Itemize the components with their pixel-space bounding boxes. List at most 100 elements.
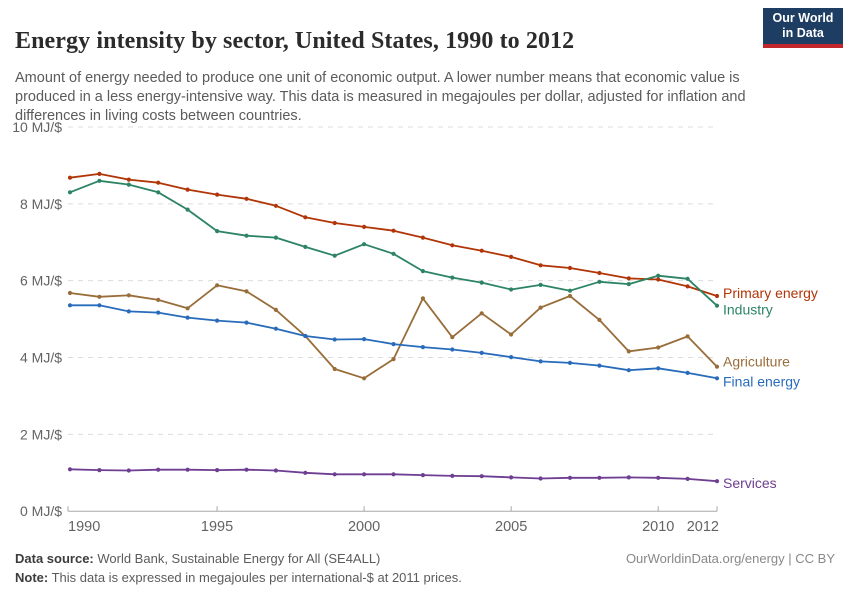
series-point-primary-energy-2007 [567,265,573,271]
series-point-primary-energy-1999 [332,220,337,226]
series-point-services-2010 [656,475,661,480]
series-point-primary-energy-2000 [362,224,367,229]
series-point-primary-energy-2011 [685,284,690,289]
series-point-agriculture-1997 [273,307,278,312]
series-point-services-2000 [362,472,367,477]
series-point-agriculture-2003 [450,335,455,340]
series-point-services-2009 [626,475,631,480]
series-point-services-2011 [685,476,690,481]
series-label-services[interactable]: Services [723,475,777,491]
series-point-services-1997 [273,468,278,473]
series-point-final-energy-2004 [479,350,484,355]
owid-logo[interactable]: Our World in Data [763,8,843,48]
note-label: Note: [15,570,49,585]
series-point-primary-energy-2001 [391,228,396,233]
series-point-agriculture-1993 [156,297,161,302]
series-point-industry-2008 [597,279,602,284]
y-tick-label-6: 6 MJ/$ [20,273,62,289]
data-source-line: Data source: World Bank, Sustainable Ene… [15,549,835,568]
data-source-text: World Bank, Sustainable Energy for All (… [93,551,381,566]
note-text: This data is expressed in megajoules per… [48,570,462,585]
series-point-primary-energy-2006 [538,263,543,268]
series-point-agriculture-2006 [538,305,543,310]
chart-subtitle: Amount of energy needed to produce one u… [15,69,746,124]
series-point-industry-1991 [97,178,102,183]
series-point-final-energy-2005 [509,355,514,360]
y-tick-label-4: 4 MJ/$ [20,350,62,366]
series-point-final-energy-1991 [97,303,102,308]
series-point-services-2001 [391,472,396,477]
series-point-industry-2006 [538,282,543,287]
series-point-industry-1992 [126,182,131,187]
series-point-primary-energy-2010 [656,277,661,282]
series-point-final-energy-2009 [626,368,631,373]
series-point-agriculture-2005 [509,332,514,337]
owid-logo-line2: in Data [782,26,824,40]
series-point-services-2004 [479,474,484,479]
series-point-agriculture-2008 [597,317,602,322]
series-point-agriculture-1994 [185,306,190,311]
series-point-industry-2002 [420,269,425,274]
series-point-industry-2001 [391,251,396,256]
series-line-primary-energy[interactable] [69,173,718,297]
series-point-final-energy-2008 [597,363,602,368]
series-point-agriculture-2012 [714,364,720,369]
series-point-industry-2012 [714,303,720,308]
series-point-services-2002 [420,473,425,478]
series-label-final-energy[interactable]: Final energy [723,373,800,389]
owid-logo-line1: Our World [772,11,834,25]
series-point-industry-1995 [215,229,220,234]
x-tick-label-1995: 1995 [201,519,233,535]
series-point-agriculture-2007 [567,293,573,299]
series-point-primary-energy-2008 [597,270,602,276]
series-point-services-2006 [538,476,543,481]
series-point-primary-energy-2012 [714,293,720,299]
series-point-services-1993 [156,467,161,472]
line-chart: 0 MJ/$ 2 MJ/$ 4 MJ/$ 6 MJ/$ 8 MJ/$ 10 MJ/$ 199… [12,119,818,535]
series-point-agriculture-2010 [656,345,661,350]
series-point-primary-energy-1997 [273,203,278,208]
series-point-agriculture-2000 [362,376,367,381]
owid-url-link[interactable]: OurWorldinData.org/energy | CC BY [625,551,835,566]
note-line: Note: This data is expressed in megajoul… [15,568,835,587]
series-point-primary-energy-1998 [303,215,308,220]
series-point-industry-1990 [67,190,73,195]
series-point-services-1990 [67,467,73,472]
page-title: Energy intensity by sector, United State… [15,28,575,55]
series-line-agriculture[interactable] [69,284,718,380]
series-point-primary-energy-1993 [156,180,161,185]
series-point-final-energy-1995 [215,318,220,323]
series-point-services-2003 [450,473,455,478]
chart-footer: Data source: World Bank, Sustainable Ene… [15,549,835,587]
series-point-industry-2009 [626,282,631,287]
series-point-industry-2010 [656,273,661,278]
series-point-industry-1996 [244,233,249,238]
series-point-final-energy-1998 [303,333,308,339]
series-point-industry-2004 [479,280,484,285]
series-point-final-energy-2007 [567,360,573,365]
series-line-industry[interactable] [69,179,718,307]
series-label-primary-energy[interactable]: Primary energy [723,285,818,301]
series-point-final-energy-1990 [67,303,73,308]
series-point-primary-energy-2004 [479,248,484,253]
x-tick-label-2012: 2012 [687,519,719,535]
series-point-final-energy-2001 [391,342,396,347]
series-point-final-energy-1992 [126,309,131,314]
series-point-primary-energy-1991 [97,171,102,176]
series-point-industry-1997 [273,235,278,240]
series-point-final-energy-1996 [244,320,249,325]
series-point-services-1996 [244,467,249,472]
series-point-primary-energy-2003 [450,243,455,248]
y-tick-label-8: 8 MJ/$ [20,196,62,212]
series-point-industry-2011 [685,276,690,281]
series-point-final-energy-2011 [685,370,690,375]
series-label-industry[interactable]: Industry [723,302,773,318]
series-point-agriculture-2004 [479,311,484,316]
x-tick-label-2005: 2005 [495,519,527,535]
series-label-agriculture[interactable]: Agriculture [723,354,790,370]
chart-area: 0 MJ/$ 2 MJ/$ 4 MJ/$ 6 MJ/$ 8 MJ/$ 10 MJ/$ 199… [0,115,850,540]
series-point-primary-energy-2002 [420,235,425,240]
series-point-agriculture-2011 [685,334,690,339]
series-point-primary-energy-2009 [626,276,631,281]
series-point-services-2007 [567,475,573,480]
